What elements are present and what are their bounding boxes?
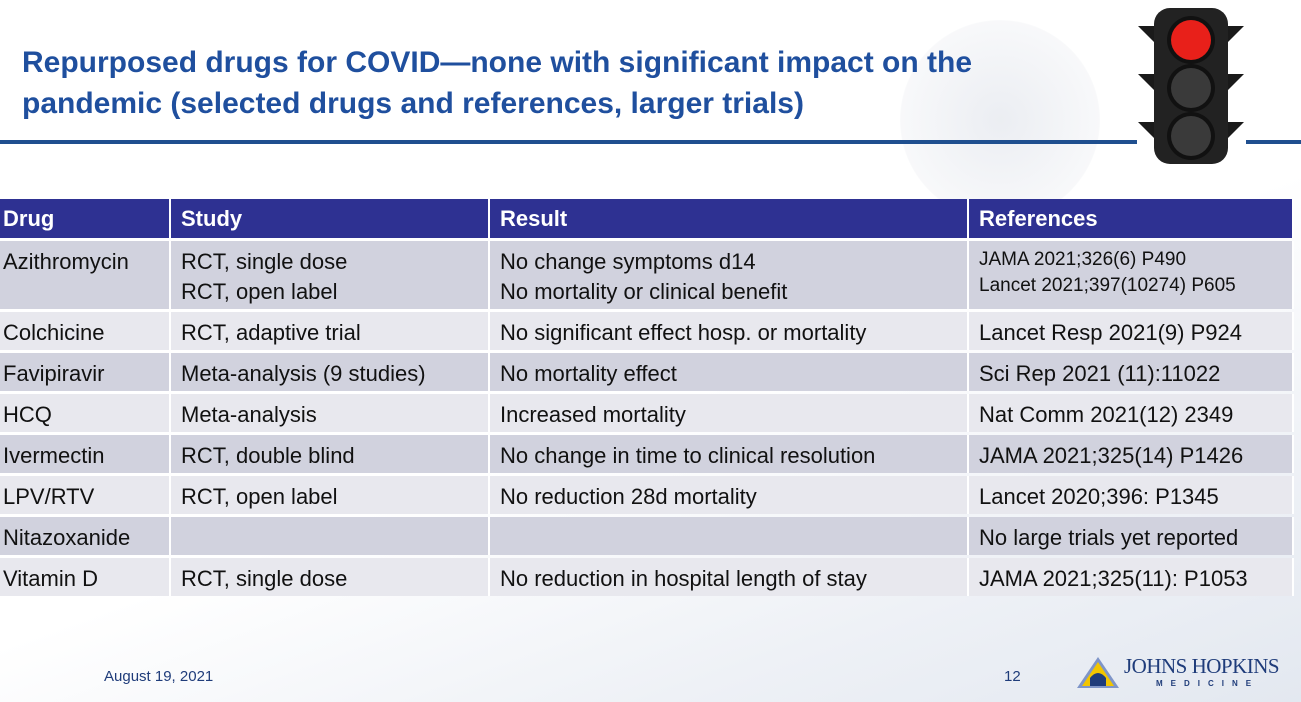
references-line: Lancet Resp 2021(9) P924 <box>979 320 1242 345</box>
cell-study: RCT, adaptive trial <box>171 312 490 350</box>
cell-result: No mortality effect <box>490 353 969 391</box>
study-line: Meta-analysis (9 studies) <box>181 361 426 386</box>
result-line: No mortality effect <box>500 361 677 386</box>
references-line: JAMA 2021;325(14) P1426 <box>979 443 1244 468</box>
study-line: RCT, open label <box>181 484 338 509</box>
references-line: JAMA 2021;326(6) P490 <box>979 249 1187 270</box>
table-row: Ivermectin RCT, double blind No change in … <box>0 435 1294 473</box>
references-line: No large trials yet reported <box>979 525 1239 550</box>
cell-result: No change in time to clinical resolution <box>490 435 969 473</box>
table-row: Colchicine RCT, adaptive trial No signific… <box>0 312 1294 350</box>
cell-drug: HCQ <box>0 394 171 432</box>
study-line: RCT, single dose <box>181 566 348 591</box>
cell-drug: Nitazoxanide <box>0 517 171 555</box>
drug-table: Drug Study Result References Azithromyci… <box>0 196 1294 599</box>
references-line: Lancet 2020;396: P1345 <box>979 484 1219 509</box>
result-line: No change in time to clinical resolution <box>500 443 876 468</box>
cell-drug: Azithromycin <box>0 241 171 309</box>
cell-drug: Favipiravir <box>0 353 171 391</box>
study-line: RCT, single dose <box>181 249 348 274</box>
cell-references: Lancet 2020;396: P1345 <box>969 476 1294 514</box>
cell-result: No reduction in hospital length of stay <box>490 558 969 596</box>
references-line: Sci Rep 2021 (11):11022 <box>979 361 1221 386</box>
table-header: Drug Study Result References <box>0 199 1294 238</box>
cell-study: RCT, single dose RCT, open label <box>171 241 490 309</box>
result-line <box>500 523 963 545</box>
result-line: No mortality or clinical benefit <box>500 279 788 304</box>
cell-references: Nat Comm 2021(12) 2349 <box>969 394 1294 432</box>
cell-references: JAMA 2021;325(11): P1053 <box>969 558 1294 596</box>
cell-study: RCT, open label <box>171 476 490 514</box>
cell-study: RCT, double blind <box>171 435 490 473</box>
title-rule-right <box>1246 140 1301 144</box>
cell-study: Meta-analysis (9 studies) <box>171 353 490 391</box>
study-line: Meta-analysis <box>181 402 317 427</box>
header-result: Result <box>490 199 969 238</box>
cell-drug: Colchicine <box>0 312 171 350</box>
study-line: RCT, open label <box>181 279 338 304</box>
table-row: Azithromycin RCT, single dose RCT, open la… <box>0 241 1294 309</box>
result-line: No change symptoms d14 <box>500 249 756 274</box>
cell-study: Meta-analysis <box>171 394 490 432</box>
cell-references: Lancet Resp 2021(9) P924 <box>969 312 1294 350</box>
cell-result <box>490 517 969 555</box>
header-references: References <box>969 199 1294 238</box>
cell-result: No change symptoms d14 No mortality or cl… <box>490 241 969 309</box>
footer-date: August 19, 2021 <box>104 668 214 685</box>
page-number: 12 <box>1004 668 1021 685</box>
study-line: RCT, double blind <box>181 443 355 468</box>
cell-study: RCT, single dose <box>171 558 490 596</box>
table-row: Vitamin D RCT, single dose No reduction in… <box>0 558 1294 596</box>
references-line: JAMA 2021;325(11): P1053 <box>979 566 1248 591</box>
cell-result: No reduction 28d mortality <box>490 476 969 514</box>
dome-watermark <box>900 20 1100 220</box>
table-row: HCQ Meta-analysis Increased mortality Nat C… <box>0 394 1294 432</box>
slide-title: Repurposed drugs for COVID—none with sig… <box>22 46 973 120</box>
table-row: Nitazoxanide No large trials yet reported <box>0 517 1294 555</box>
cell-drug: LPV/RTV <box>0 476 171 514</box>
cell-drug: Vitamin D <box>0 558 171 596</box>
traffic-light-icon <box>1138 8 1244 164</box>
study-line: RCT, adaptive trial <box>181 320 361 345</box>
header-drug: Drug <box>0 199 171 238</box>
result-line: No significant effect hosp. or mortality <box>500 320 867 345</box>
references-line: Nat Comm 2021(12) 2349 <box>979 402 1234 427</box>
cell-references: JAMA 2021;326(6) P490 Lancet 2021;397(102… <box>969 241 1294 309</box>
table-row: Favipiravir Meta-analysis (9 studies) No m… <box>0 353 1294 391</box>
cell-references: Sci Rep 2021 (11):11022 <box>969 353 1294 391</box>
result-line: Increased mortality <box>500 402 686 427</box>
johns-hopkins-logo: JOHNS HOPKINS MEDICINE <box>1076 654 1286 694</box>
result-line: No reduction 28d mortality <box>500 484 757 509</box>
cell-result: No significant effect hosp. or mortality <box>490 312 969 350</box>
result-line: No reduction in hospital length of stay <box>500 566 867 591</box>
title-rule <box>0 140 1137 144</box>
cell-references: No large trials yet reported <box>969 517 1294 555</box>
logo-subtext: MEDICINE <box>1156 679 1260 688</box>
header-study: Study <box>171 199 490 238</box>
logo-text: JOHNS HOPKINS <box>1124 654 1280 678</box>
cell-references: JAMA 2021;325(14) P1426 <box>969 435 1294 473</box>
cell-study <box>171 517 490 555</box>
cell-drug: Ivermectin <box>0 435 171 473</box>
references-line: Lancet 2021;397(10274) P605 <box>979 275 1236 296</box>
study-line <box>181 523 484 545</box>
hopkins-shield-icon <box>1077 657 1119 688</box>
cell-result: Increased mortality <box>490 394 969 432</box>
table-row: LPV/RTV RCT, open label No reduction 28d m… <box>0 476 1294 514</box>
